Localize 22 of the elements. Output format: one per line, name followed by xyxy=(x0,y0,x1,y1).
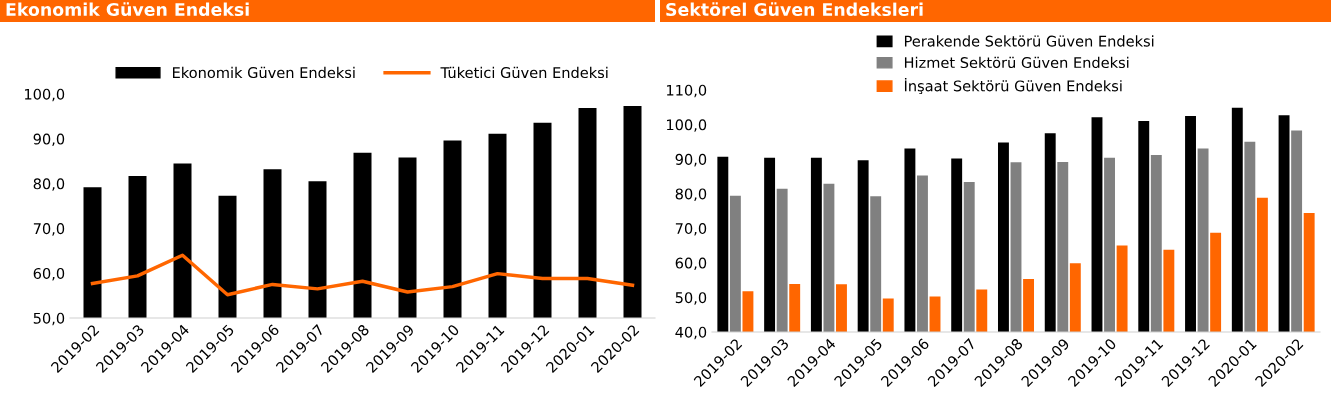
legend-label: Hizmet Sektörü Güven Endeksi xyxy=(904,56,1129,69)
y-tick-label: 50,0 xyxy=(675,292,707,305)
y-tick-label: 50,0 xyxy=(33,312,65,326)
y-tick-label: 110,0 xyxy=(666,84,707,98)
y-tick-label: 100,0 xyxy=(666,119,707,132)
chart-title: Ekonomik Güven Endeksi xyxy=(6,2,249,17)
y-tick-label: 90,0 xyxy=(33,133,65,147)
y-tick-label: 70,0 xyxy=(33,223,65,236)
legend-label: Perakende Sektörü Güven Endeksi xyxy=(904,35,1154,47)
y-tick-label: 70,0 xyxy=(675,223,707,236)
y-tick-label: 80,0 xyxy=(33,178,65,191)
y-tick-label: 80,0 xyxy=(675,188,707,201)
line-series xyxy=(90,253,635,297)
chart-title: Sektörel Güven Endeksleri xyxy=(666,2,923,17)
legend-label: Ekonomik Güven Endeksi xyxy=(173,66,355,79)
y-tick-label: 90,0 xyxy=(675,153,707,167)
legend-label: İnşaat Sektörü Güven Endeksi xyxy=(904,77,1122,95)
y-tick-label: 40,0 xyxy=(675,326,707,340)
legend-label: Tüketici Güven Endeksi xyxy=(440,66,608,79)
y-tick-label: 100,0 xyxy=(24,88,65,102)
y-tick-label: 60,0 xyxy=(33,267,65,281)
y-tick-label: 60,0 xyxy=(675,257,707,271)
